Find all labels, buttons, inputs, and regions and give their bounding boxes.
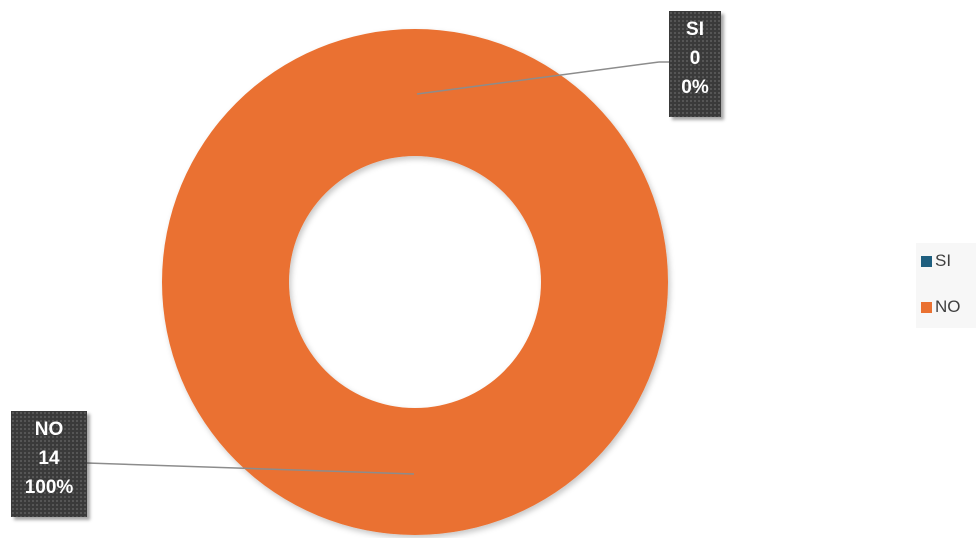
legend-item-no: NO: [921, 297, 961, 317]
data-label-no: NO 14 100%: [11, 411, 87, 517]
legend-swatch-no: [921, 301, 932, 313]
data-label-no-value: 14: [38, 448, 60, 469]
data-label-si-value: 0: [689, 48, 701, 69]
data-label-no-percent: 100%: [24, 477, 74, 498]
data-label-si: SI 0 0%: [669, 11, 721, 117]
leader-line-si: [416, 61, 660, 95]
legend-label-si: SI: [935, 251, 952, 270]
legend-swatch-si: [921, 255, 932, 267]
legend-label-no: NO: [935, 297, 961, 316]
data-label-no-name: NO: [34, 419, 64, 440]
donut-slice-no: [162, 29, 668, 535]
data-label-si-percent: 0%: [681, 77, 709, 98]
legend-item-si: SI: [921, 251, 951, 271]
chart-legend: SI NO: [916, 243, 976, 328]
data-label-si-name: SI: [686, 19, 704, 40]
donut-slices: [162, 29, 668, 535]
leader-line-no: [86, 462, 415, 475]
